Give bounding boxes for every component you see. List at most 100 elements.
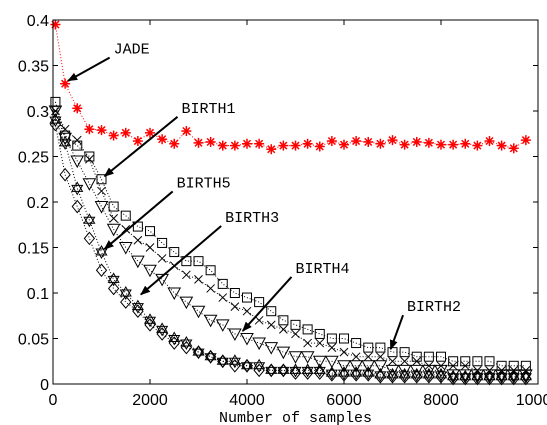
data-point-square <box>351 338 362 349</box>
data-point-square <box>302 324 313 335</box>
data-point-asterisk <box>460 138 471 149</box>
data-point-square <box>266 306 277 317</box>
data-point-square <box>242 292 252 303</box>
data-point-diamond <box>253 363 265 378</box>
data-point-triangle <box>288 351 303 364</box>
data-point-diamond <box>241 359 253 373</box>
data-point-square <box>363 342 374 353</box>
data-point-asterisk <box>193 137 204 148</box>
annotation-label: BIRTH3 <box>225 210 279 227</box>
data-point-square <box>423 351 434 362</box>
data-point-hexagram <box>216 354 229 369</box>
data-point-x <box>109 214 118 223</box>
data-point-square <box>157 237 168 248</box>
annotation-birth3: BIRTH3 <box>140 210 279 296</box>
data-point-square <box>314 328 325 339</box>
data-point-x <box>315 338 325 348</box>
data-point-x <box>412 356 422 366</box>
data-point-triangle <box>337 360 351 373</box>
data-point-asterisk <box>351 136 362 147</box>
data-point-x <box>60 124 70 134</box>
data-point-asterisk <box>375 138 386 149</box>
data-point-triangle <box>385 364 400 378</box>
annotation-arrow <box>389 314 404 351</box>
annotation-label: BIRTH5 <box>177 175 231 192</box>
data-point-asterisk <box>254 138 265 149</box>
data-point-x <box>460 361 470 371</box>
data-point-diamond <box>71 199 83 214</box>
data-point-x <box>339 347 349 357</box>
data-point-diamond <box>229 359 241 373</box>
data-point-diamond <box>483 371 496 386</box>
data-point-diamond <box>350 368 362 382</box>
data-point-x <box>85 154 94 164</box>
data-point-asterisk <box>181 126 192 137</box>
data-point-asterisk <box>266 144 277 155</box>
data-point-diamond <box>277 363 290 378</box>
x-tick-label: 0 <box>49 392 58 409</box>
data-point-triangle <box>409 364 424 378</box>
data-point-asterisk <box>84 124 95 135</box>
annotation-layer: JADE BIRTH1 BIRTH5 BIRTH3 BIRTH4 BIRTH2 <box>67 42 461 351</box>
annotation-birth5: BIRTH5 <box>103 175 231 250</box>
y-tick-label: 0.2 <box>27 195 49 212</box>
data-point-asterisk <box>302 138 313 149</box>
data-point-asterisk <box>423 137 434 148</box>
data-point-asterisk <box>229 140 240 151</box>
data-point-square <box>145 226 155 237</box>
data-point-square <box>375 342 386 353</box>
data-point-hexagram <box>83 213 96 228</box>
data-point-asterisk <box>484 136 495 147</box>
data-point-asterisk <box>472 140 483 151</box>
annotation-label: BIRTH2 <box>407 299 461 316</box>
data-point-triangle <box>94 201 109 214</box>
data-point-triangle <box>58 132 72 146</box>
data-point-asterisk <box>411 136 422 147</box>
data-point-asterisk <box>339 139 349 150</box>
data-point-asterisk <box>169 138 180 149</box>
data-point-asterisk <box>72 103 83 114</box>
data-point-x <box>157 254 167 263</box>
data-point-diamond <box>471 371 484 386</box>
data-point-x <box>254 315 264 325</box>
data-point-diamond <box>398 369 411 384</box>
data-point-x <box>242 306 252 316</box>
data-point-x <box>133 235 143 245</box>
data-point-asterisk <box>132 136 143 147</box>
data-point-square <box>120 210 131 221</box>
data-point-asterisk <box>242 138 252 149</box>
data-point-x <box>121 224 131 234</box>
data-point-hexagram <box>277 363 290 378</box>
data-point-x <box>363 352 373 362</box>
data-point-triangle <box>118 242 133 255</box>
data-point-diamond <box>180 340 193 355</box>
data-point-asterisk <box>108 130 119 141</box>
data-point-triangle <box>82 178 97 191</box>
data-point-triangle <box>373 360 388 373</box>
annotation-arrow <box>67 56 111 82</box>
data-point-square <box>472 356 483 367</box>
data-point-diamond <box>217 354 229 369</box>
data-point-asterisk <box>508 143 519 154</box>
data-point-x <box>303 338 312 348</box>
data-point-diamond <box>95 263 108 278</box>
data-point-triangle <box>191 305 206 319</box>
annotation-arrow <box>140 225 222 296</box>
data-point-triangle <box>300 351 315 364</box>
data-point-diamond <box>132 304 144 318</box>
data-point-asterisk <box>60 78 71 89</box>
data-point-x <box>72 135 82 145</box>
data-point-asterisk <box>496 140 507 151</box>
data-point-triangle <box>143 264 157 278</box>
data-point-asterisk <box>50 19 61 30</box>
annotation-birth2: BIRTH2 <box>389 299 461 351</box>
data-point-hexagram <box>265 363 278 378</box>
data-point-asterisk <box>399 139 410 150</box>
data-point-triangle <box>361 360 376 373</box>
data-point-square <box>193 256 204 267</box>
data-point-triangle <box>397 364 412 378</box>
x-tick-label: 2000 <box>132 392 168 409</box>
data-point-x <box>182 270 191 280</box>
data-point-asterisk <box>448 139 459 150</box>
